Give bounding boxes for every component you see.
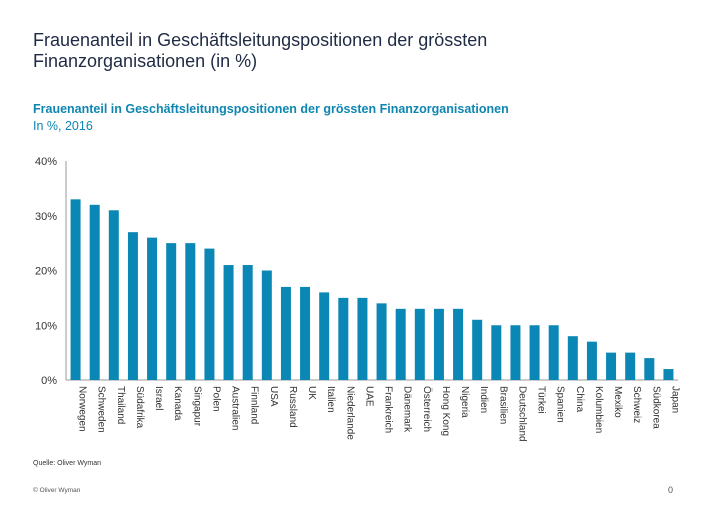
bar — [586, 341, 597, 380]
x-tick-label: Russland — [287, 386, 298, 428]
x-tick-label: Israel — [153, 386, 164, 410]
bar — [663, 369, 674, 380]
x-tick-label: Indien — [478, 386, 489, 413]
x-tick-label: UAE — [363, 386, 374, 407]
bar — [625, 352, 636, 380]
x-tick-label: Kolumbien — [593, 386, 604, 433]
bar — [644, 358, 655, 380]
bar — [242, 265, 253, 380]
bar — [127, 232, 138, 380]
x-tick-label: Schweiz — [631, 386, 642, 423]
y-tick-label: 20% — [35, 266, 57, 278]
y-tick-label: 0% — [41, 375, 57, 387]
bar — [376, 303, 387, 380]
bar — [472, 319, 483, 380]
x-tick-label: Schweden — [96, 386, 107, 433]
bar — [89, 204, 100, 380]
bar — [185, 243, 196, 380]
x-tick-label: Österreich — [421, 386, 433, 432]
bar — [338, 297, 349, 380]
bar — [147, 237, 158, 380]
bar — [414, 308, 425, 380]
source-note: Quelle: Oliver Wyman — [33, 460, 102, 467]
bar — [261, 270, 272, 380]
y-tick-label: 40% — [35, 156, 57, 168]
bar — [491, 325, 502, 380]
x-tick-label: Südafrika — [134, 386, 145, 429]
x-tick-label: Frankreich — [383, 386, 394, 433]
x-tick-label: Singapur — [191, 386, 202, 427]
bar — [529, 325, 540, 380]
x-tick-label: Kanada — [172, 386, 183, 421]
y-tick-label: 10% — [35, 320, 57, 332]
bar — [108, 210, 119, 380]
y-tick-label: 30% — [35, 211, 57, 223]
bar — [357, 297, 368, 380]
bar — [70, 199, 81, 380]
x-tick-label: Deutschland — [516, 386, 527, 442]
x-tick-label: Niederlande — [344, 386, 355, 440]
x-tick-label: China — [574, 386, 585, 413]
x-tick-label: Australien — [230, 386, 241, 430]
bar — [548, 325, 559, 380]
copyright: © Oliver Wyman — [33, 487, 81, 494]
bar — [510, 325, 521, 380]
x-tick-label: Italien — [325, 386, 336, 413]
x-tick-label: Hong Kong — [440, 386, 451, 436]
bar — [280, 286, 291, 380]
x-tick-label: Südkorea — [650, 386, 661, 429]
x-tick-label: USA — [268, 386, 279, 407]
bar — [166, 243, 177, 380]
bar — [567, 336, 578, 380]
chart-subtitle: In %, 2016 — [33, 119, 93, 133]
slide-title: Frauenanteil in Geschäftsleitungspositio… — [33, 30, 488, 71]
bar — [395, 308, 406, 380]
x-tick-label: Japan — [669, 386, 680, 413]
bar — [300, 286, 311, 380]
bar — [204, 248, 215, 380]
bar — [319, 292, 330, 380]
x-tick-label: UK — [306, 386, 317, 400]
chart-title: Frauenanteil in Geschäftsleitungspositio… — [33, 102, 509, 116]
x-tick-label: Spanien — [555, 386, 566, 423]
x-tick-label: Brasilien — [497, 386, 508, 424]
x-tick-label: Mexiko — [612, 386, 623, 418]
x-tick-label: Dänemark — [402, 386, 413, 433]
x-tick-label: Thailand — [115, 386, 126, 424]
x-tick-label: Finnland — [249, 386, 260, 424]
x-tick-label: Nigeria — [459, 386, 470, 418]
bar — [433, 308, 444, 380]
page-number: 0 — [668, 485, 674, 495]
x-tick-label: Türkei — [536, 386, 547, 414]
bar — [223, 265, 234, 380]
bar — [453, 308, 464, 380]
x-tick-label: Norwegen — [77, 386, 88, 432]
x-tick-label: Polen — [210, 386, 221, 412]
bar — [606, 352, 617, 380]
